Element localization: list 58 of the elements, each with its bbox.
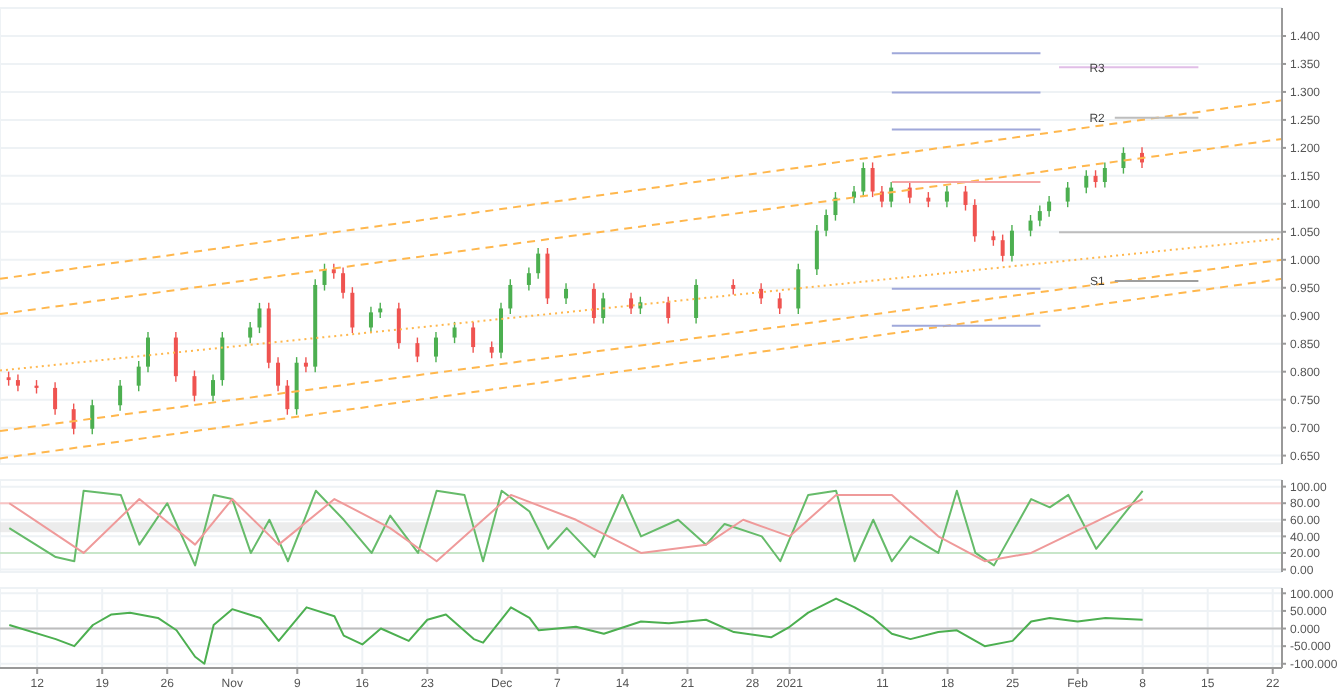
candlestick <box>173 331 178 383</box>
candlestick <box>814 224 819 276</box>
candlestick <box>1102 161 1107 189</box>
candlestick <box>1047 195 1052 218</box>
candlestick <box>433 331 438 363</box>
candlestick <box>276 356 281 392</box>
candlestick <box>350 286 355 334</box>
candlestick <box>861 161 866 198</box>
candlestick <box>118 379 123 412</box>
candlestick <box>1028 214 1033 237</box>
candlestick <box>294 356 299 416</box>
candlestick <box>591 282 596 325</box>
candlestick <box>136 360 141 392</box>
candlestick <box>879 185 884 208</box>
candlestick <box>90 398 95 436</box>
candlestick <box>53 381 58 416</box>
candlestick <box>285 379 290 416</box>
candlestick <box>1000 233 1005 263</box>
candlestick <box>257 302 262 334</box>
candlestick <box>211 373 216 403</box>
candlestick <box>601 292 606 325</box>
candlestick <box>666 296 671 325</box>
candlestick <box>629 292 634 315</box>
candlestick <box>870 161 875 198</box>
candlestick <box>1121 146 1126 175</box>
candlestick <box>71 402 76 436</box>
candlestick <box>145 331 150 373</box>
candlestick <box>564 282 569 305</box>
candlestick <box>248 321 253 344</box>
candlestick <box>192 369 197 403</box>
candlestick <box>15 373 20 392</box>
candlestick <box>396 302 401 350</box>
candlestick <box>368 306 373 334</box>
candlestick <box>694 278 699 325</box>
candlestick <box>341 266 346 300</box>
candlestick <box>452 321 457 344</box>
candlestick <box>526 266 531 292</box>
candlestick <box>303 356 308 373</box>
candlestick <box>777 292 782 315</box>
candlestick <box>536 247 541 280</box>
line-series <box>8 597 1144 665</box>
candlestick <box>1009 224 1014 263</box>
candlestick <box>499 302 504 359</box>
candlestick <box>471 321 476 354</box>
candlestick <box>944 185 949 208</box>
candlestick <box>907 181 912 204</box>
candlestick <box>796 263 801 315</box>
candlestick <box>220 331 225 387</box>
candlestick <box>1037 204 1042 227</box>
candlestick <box>1065 181 1070 208</box>
candlestick <box>322 263 327 292</box>
candlestick <box>824 208 829 237</box>
candlestick <box>963 185 968 212</box>
candlestick <box>972 198 977 243</box>
candlestick <box>545 247 550 305</box>
candlestick <box>415 336 420 363</box>
candlestick <box>508 278 513 315</box>
candlestick <box>1084 169 1089 194</box>
